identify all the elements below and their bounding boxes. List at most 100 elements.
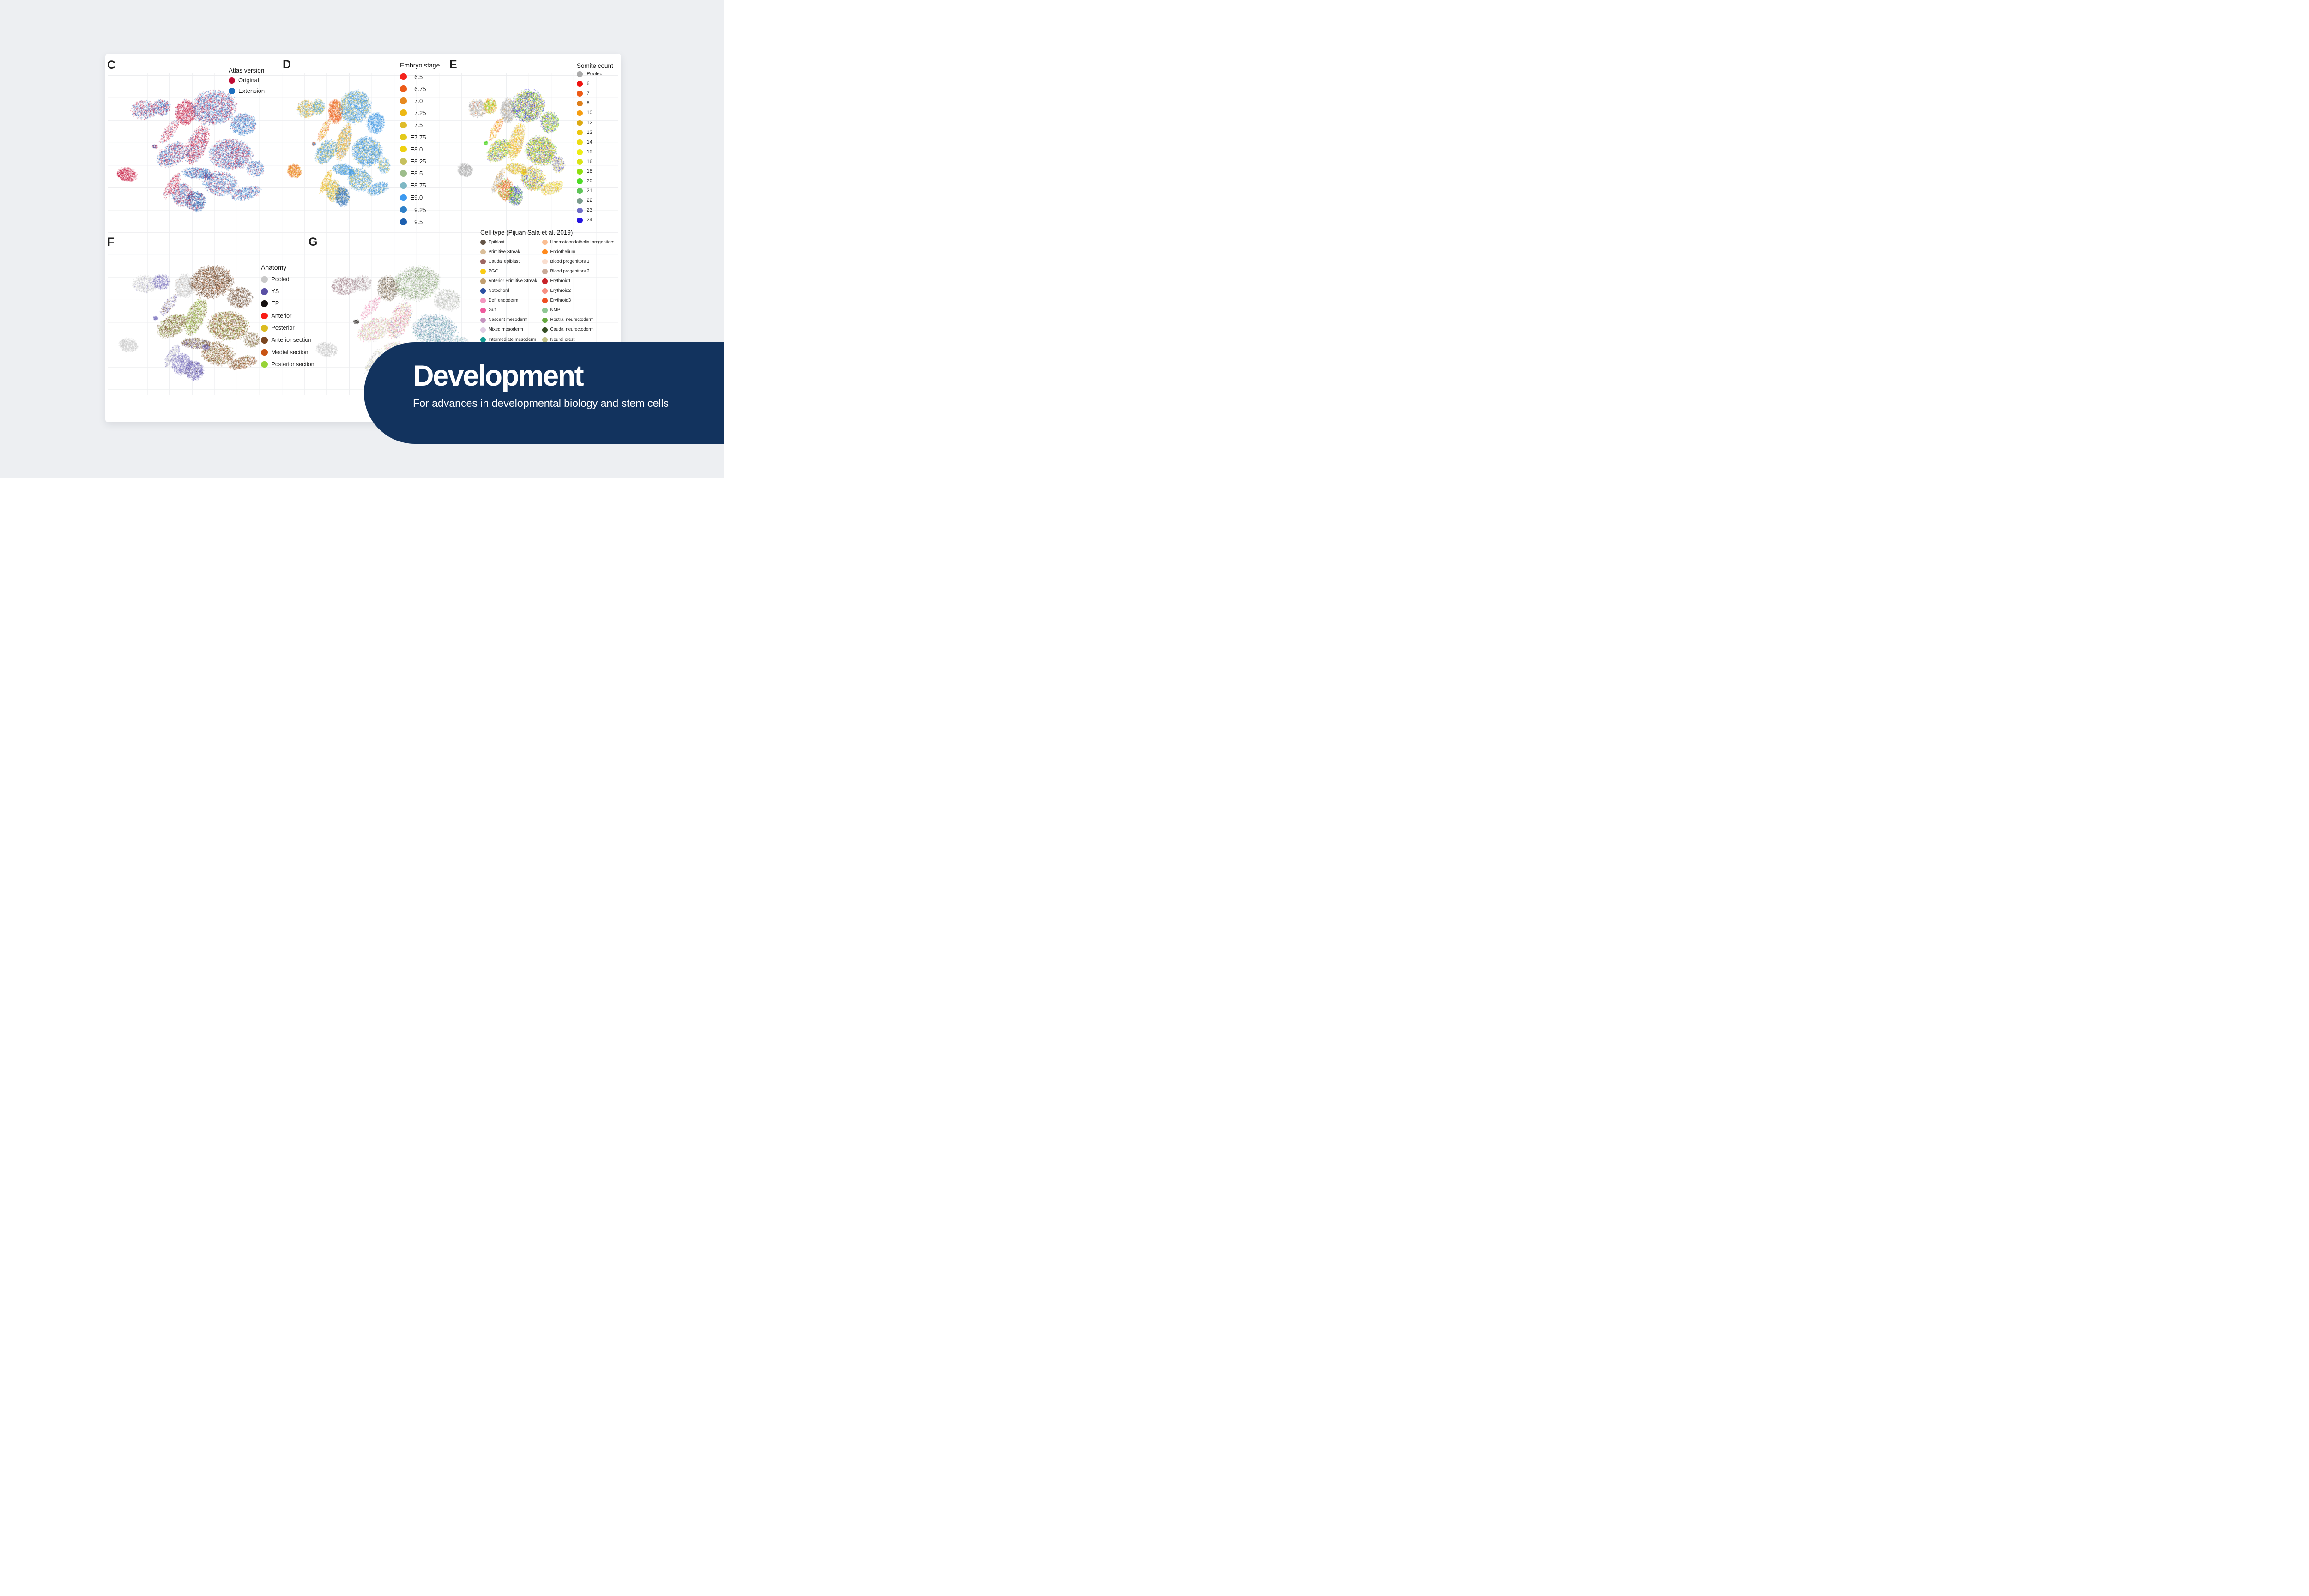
legend-item: Posterior — [261, 322, 314, 334]
journal-banner: Development For advances in developmenta… — [364, 342, 724, 444]
legend-label: Original — [238, 77, 259, 84]
legend-item: NMP — [542, 306, 604, 315]
legend-title: Somite count — [577, 62, 613, 69]
legend-label: 20 — [586, 178, 592, 184]
legend-item: Erythroid3 — [542, 296, 604, 306]
legend-swatch-icon — [400, 170, 407, 177]
legend-item: E7.0 — [400, 95, 440, 107]
legend-label: Extension — [238, 87, 265, 94]
legend-item: Extension — [229, 85, 265, 96]
legend-cell-type: Cell type (Pijuan Sala et al. 2019) Epib… — [480, 229, 614, 345]
legend-label: 18 — [586, 168, 592, 174]
legend-label: Endothelium — [550, 249, 575, 254]
legend-swatch-icon — [261, 325, 268, 332]
legend-label: 14 — [586, 139, 592, 145]
legend-label: Rostral neurectoderm — [550, 317, 594, 323]
legend-label: Epiblast — [488, 239, 505, 245]
legend-label: Erythroid2 — [550, 288, 571, 294]
legend-somite-count: Somite count Pooled 6 7 8 10 12 13 14 15 16 18 20 21 2… — [577, 62, 613, 225]
legend-label: E8.5 — [410, 170, 423, 177]
legend-label: Posterior section — [271, 361, 314, 368]
legend-label: Anterior — [271, 312, 292, 319]
legend-label: 21 — [586, 188, 592, 194]
legend-swatch-icon — [542, 337, 548, 343]
legend-item: 24 — [577, 215, 613, 225]
legend-embryo-stage: Embryo stage E6.5 E6.75 E7.0 E7.25 E7.5 E7.75 E… — [400, 61, 440, 228]
legend-swatch-icon — [261, 361, 268, 368]
legend-swatch-icon — [577, 100, 583, 107]
legend-label: Erythroid1 — [550, 278, 571, 284]
legend-swatch-icon — [400, 133, 407, 141]
legend-swatch-icon — [577, 120, 583, 126]
legend-swatch-icon — [577, 71, 583, 77]
legend-label: Medial section — [271, 349, 308, 356]
legend-label: Pooled — [271, 276, 290, 283]
legend-swatch-icon — [542, 269, 548, 274]
legend-item: Def. endoderm — [480, 296, 542, 306]
legend-label: 22 — [586, 198, 592, 204]
legend-item: E8.0 — [400, 143, 440, 155]
legend-swatch-icon — [577, 81, 583, 87]
legend-item: Anterior section — [261, 334, 314, 346]
legend-anatomy: Anatomy Pooled YS EP Anterior Posterior Anteri… — [261, 264, 314, 370]
legend-swatch-icon — [542, 327, 548, 333]
legend-swatch-icon — [400, 218, 407, 225]
legend-swatch-icon — [261, 300, 268, 307]
panel-label-d: D — [283, 58, 291, 71]
legend-label: Gut — [488, 308, 496, 313]
legend-label: E9.5 — [410, 218, 423, 225]
umap-plot-somite-count — [453, 69, 573, 224]
legend-item: Erythroid1 — [542, 276, 604, 286]
legend-item: 23 — [577, 206, 613, 215]
legend-label: E6.75 — [410, 85, 426, 92]
legend-swatch-icon — [480, 239, 486, 245]
legend-title: Cell type (Pijuan Sala et al. 2019) — [480, 229, 573, 236]
journal-title: Development — [413, 360, 584, 392]
legend-swatch-icon — [400, 194, 407, 201]
legend-item: Blood progenitors 1 — [542, 257, 604, 266]
legend-swatch-icon — [261, 337, 268, 344]
legend-item: Posterior section — [261, 358, 314, 370]
legend-label: Caudal neurectoderm — [550, 327, 594, 332]
legend-swatch-icon — [400, 182, 407, 189]
legend-label: E8.25 — [410, 157, 426, 165]
legend-item: E9.25 — [400, 204, 440, 216]
legend-swatch-icon — [261, 349, 268, 356]
legend-label: Primitive Streak — [488, 249, 520, 254]
legend-label: EP — [271, 300, 279, 307]
legend-item: 16 — [577, 157, 613, 167]
legend-item: E8.25 — [400, 155, 440, 167]
legend-item: Caudal neurectoderm — [542, 325, 604, 335]
legend-item: E7.75 — [400, 131, 440, 143]
legend-label: 7 — [586, 91, 590, 97]
legend-label: 12 — [586, 120, 592, 126]
legend-item: Pooled — [261, 273, 314, 285]
legend-swatch-icon — [480, 317, 486, 323]
legend-swatch-icon — [400, 158, 407, 165]
legend-title: Embryo stage — [400, 61, 440, 69]
legend-swatch-icon — [577, 178, 583, 184]
legend-swatch-icon — [542, 278, 548, 284]
legend-label: E7.5 — [410, 121, 423, 129]
legend-swatch-icon — [542, 308, 548, 313]
legend-label: E7.75 — [410, 133, 426, 141]
legend-swatch-icon — [480, 298, 486, 303]
legend-item: E7.5 — [400, 119, 440, 131]
legend-item: Nascent mesoderm — [480, 315, 542, 325]
legend-swatch-icon — [400, 85, 407, 92]
legend-label: E8.75 — [410, 182, 426, 189]
legend-item: 21 — [577, 186, 613, 196]
legend-label: Posterior — [271, 325, 295, 332]
panel-label-c: C — [107, 59, 116, 72]
legend-label: E9.0 — [410, 194, 423, 201]
legend-item: 14 — [577, 138, 613, 147]
legend-label: E7.25 — [410, 109, 426, 117]
legend-label: Intermediate mesoderm — [488, 337, 536, 342]
legend-swatch-icon — [261, 276, 268, 283]
legend-swatch-icon — [577, 139, 583, 145]
legend-label: Anterior Primitive Streak — [488, 278, 538, 284]
legend-label: 23 — [586, 207, 592, 213]
legend-swatch-icon — [480, 278, 486, 284]
legend-item: E7.25 — [400, 107, 440, 119]
legend-swatch-icon — [577, 129, 583, 136]
